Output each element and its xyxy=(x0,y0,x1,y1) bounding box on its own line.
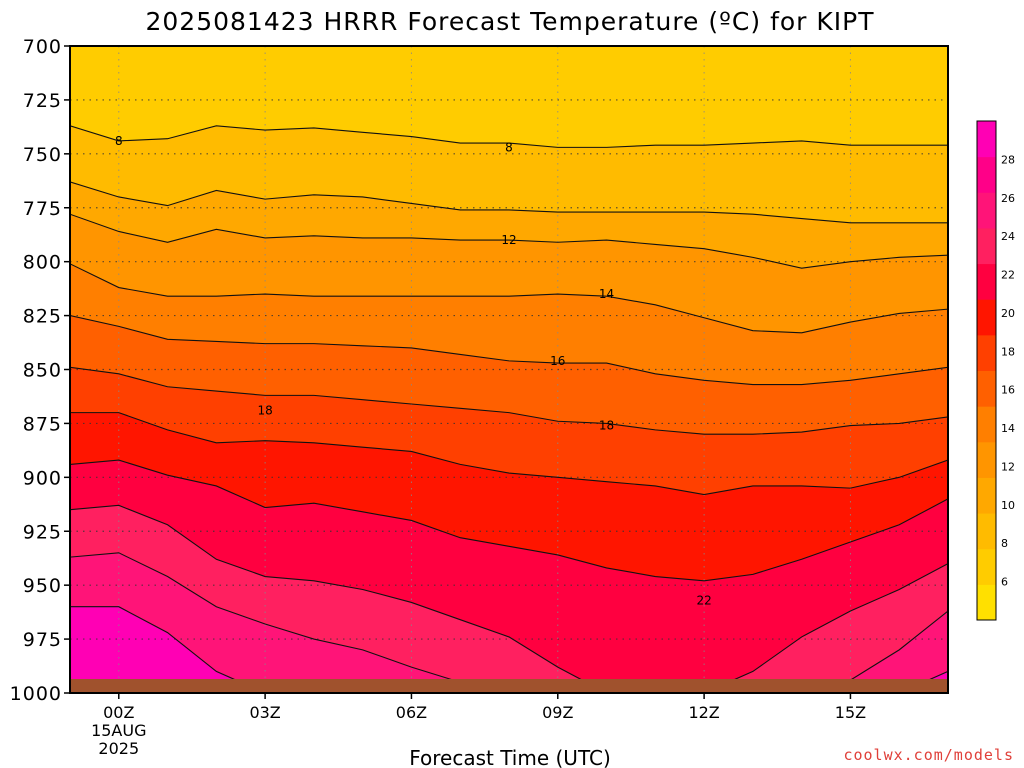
contour-line-20 xyxy=(70,412,948,496)
contour-label: 12 xyxy=(501,233,516,247)
colorbar-swatch xyxy=(977,584,996,621)
colorbar-swatch xyxy=(977,513,996,550)
contour-line-10 xyxy=(70,181,948,224)
contour-line-22 xyxy=(70,459,948,582)
contour-label-text: 8 xyxy=(505,140,513,154)
y-tick-label: 800 xyxy=(23,252,62,274)
contour-label-text: 18 xyxy=(257,403,272,417)
x-tick-label: 00Z xyxy=(103,703,134,722)
colorbar-tick-label: 18 xyxy=(1001,345,1015,358)
colorbar-swatch xyxy=(977,263,996,300)
colorbar-tick-label: 26 xyxy=(1001,192,1015,205)
contour-label: 22 xyxy=(696,593,711,607)
contour-lines xyxy=(70,125,948,693)
colorbar-tick-label: 12 xyxy=(1001,460,1015,473)
credit-text: coolwx.com/models xyxy=(843,746,1014,764)
colorbar-swatch xyxy=(977,370,996,407)
y-tick-label: 775 xyxy=(23,198,62,220)
colorbar-swatch xyxy=(977,299,996,336)
y-tick-label: 925 xyxy=(23,521,62,543)
contour-line-12 xyxy=(70,213,948,269)
colorbar-tick-label: 8 xyxy=(1001,537,1008,550)
colorbar-swatch xyxy=(977,227,996,265)
colorbar-swatch xyxy=(977,477,996,514)
colorbar-tick-label: 16 xyxy=(1001,384,1015,397)
colorbar-tick-label: 22 xyxy=(1001,269,1015,282)
contour-label: 18 xyxy=(257,403,272,417)
contour-label: 18 xyxy=(599,419,614,433)
x-axis-title: Forecast Time (UTC) xyxy=(409,746,611,768)
x-tick-sublabel: 15AUG xyxy=(91,721,146,740)
y-tick-label: 950 xyxy=(23,575,62,597)
contour-line-16 xyxy=(70,315,948,386)
y-tick-label: 825 xyxy=(23,306,62,328)
colorbar-tick-label: 28 xyxy=(1001,153,1015,166)
ground-strip xyxy=(70,679,948,693)
contour-fills xyxy=(70,46,948,693)
contour-label-text: 18 xyxy=(599,419,614,433)
contour-line-18 xyxy=(70,366,948,435)
x-tick-label: 15Z xyxy=(835,703,866,722)
contour-line-24 xyxy=(70,504,948,693)
plot-area: 8 8 12 14 16 18 18 22 700 725 750 775 800 825 850 875 90… xyxy=(10,36,949,758)
colorbar-tick-label: 6 xyxy=(1001,576,1008,589)
x-tick-label: 09Z xyxy=(542,703,573,722)
contour-label-text: 8 xyxy=(115,134,123,148)
x-tick-label: 03Z xyxy=(249,703,280,722)
contour-label: 8 xyxy=(115,134,123,148)
contour-label-text: 14 xyxy=(599,287,614,301)
colorbar-swatch xyxy=(977,156,996,193)
y-tick-label: 875 xyxy=(23,413,62,435)
colorbar-swatch xyxy=(977,192,996,229)
contour-line-14 xyxy=(70,263,948,334)
band-fill-6-8 xyxy=(70,46,948,148)
colorbar-swatch xyxy=(977,441,996,478)
colorbar-tick-label: 14 xyxy=(1001,422,1015,435)
contour-line-26 xyxy=(70,552,948,693)
colorbar-frame xyxy=(976,120,997,621)
y-tick-label: 900 xyxy=(23,467,62,489)
x-tick-label: 12Z xyxy=(688,703,719,722)
contour-label-text: 22 xyxy=(696,593,711,607)
contour-label: 14 xyxy=(599,287,614,301)
y-tick-label: 700 xyxy=(23,36,62,58)
contour-label: 16 xyxy=(550,354,565,368)
y-tick-label: 850 xyxy=(23,360,62,382)
x-tick-label: 06Z xyxy=(396,703,427,722)
colorbar-swatch xyxy=(977,406,996,443)
colorbar-swatch xyxy=(977,548,996,585)
colorbar: 6 8 10 12 14 16 18 20 22 24 26 28 xyxy=(976,120,1015,621)
colorbar-tick-label: 10 xyxy=(1001,499,1015,512)
y-tick-label: 975 xyxy=(23,629,62,651)
colorbar-tick-label: 20 xyxy=(1001,307,1015,320)
contour-line-8 xyxy=(70,125,948,148)
contour-label-text: 16 xyxy=(550,354,565,368)
contour-line-28 xyxy=(70,606,948,693)
colorbar-swatch xyxy=(977,121,996,158)
y-tick-label: 1000 xyxy=(10,683,62,705)
contour-label-text: 12 xyxy=(501,233,516,247)
colorbar-swatch xyxy=(977,334,996,371)
chart-title: 2025081423 HRRR Forecast Temperature (ºC… xyxy=(145,7,874,36)
x-tick-sublabel: 2025 xyxy=(98,739,139,758)
y-tick-label: 725 xyxy=(23,90,62,112)
colorbar-tick-label: 24 xyxy=(1001,230,1015,243)
y-tick-label: 750 xyxy=(23,144,62,166)
contour-label: 8 xyxy=(505,140,513,154)
